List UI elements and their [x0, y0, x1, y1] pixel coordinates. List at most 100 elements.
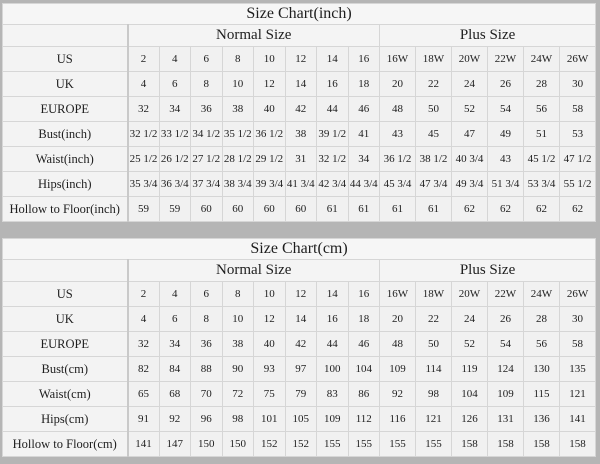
size-cell: 61 [415, 196, 452, 222]
size-cell: 43 [487, 146, 524, 172]
size-cell: 16W [379, 281, 416, 307]
size-cell: 4 [158, 281, 191, 307]
size-cell: 30 [558, 306, 597, 332]
size-cell: 8 [190, 71, 223, 97]
size-cell: 34 [158, 331, 191, 357]
size-cell: 40 [253, 96, 286, 122]
table-row: US 2 4 6 8 10 12 14 16 16W 18W 20W 22W 24W 26W [2, 46, 597, 72]
size-cell: 152 [253, 431, 286, 457]
size-cell: 42 [284, 96, 317, 122]
size-cell: 100 [316, 356, 349, 382]
size-cell: 61 [347, 196, 380, 222]
size-cell: 109 [487, 381, 524, 407]
size-cell: 49 [487, 121, 524, 147]
size-cell: 26W [558, 46, 597, 72]
size-cell: 158 [558, 431, 597, 457]
size-cell: 53 3/4 [523, 171, 560, 197]
size-chart-inch-table: Size Chart(inch) Normal Size Plus Size U… [1, 3, 597, 222]
size-cell: 41 [347, 121, 380, 147]
table-row: Bust(cm) 82 84 88 90 93 97 100 104 109 114 119 124 13… [2, 356, 597, 382]
size-cell: 18 [347, 306, 380, 332]
size-cell: 109 [316, 406, 349, 432]
table-gap [2, 222, 600, 238]
size-cell: 32 1/2 [316, 146, 349, 172]
size-cell: 37 3/4 [190, 171, 223, 197]
size-cell: 58 [558, 331, 597, 357]
size-cell: 46 [347, 331, 380, 357]
row-label: Waist(cm) [2, 381, 129, 407]
size-cell: 141 [558, 406, 597, 432]
size-cell: 45 [415, 121, 452, 147]
size-chart-cm-table: Size Chart(cm) Normal Size Plus Size US 2… [1, 238, 597, 457]
size-cell: 112 [347, 406, 380, 432]
size-cell: 44 [316, 331, 349, 357]
size-cell: 42 3/4 [316, 171, 349, 197]
table-row: Waist(inch) 25 1/2 26 1/2 27 1/2 28 1/2 29 1/… [2, 146, 597, 172]
size-cell: 28 1/2 [221, 146, 254, 172]
table-row: UK 4 6 8 10 12 14 16 18 20 22 24 26 28 30 [2, 71, 597, 97]
size-cell: 34 [347, 146, 380, 172]
size-cell: 91 [127, 406, 160, 432]
size-cell: 6 [158, 306, 191, 332]
size-cell: 59 [127, 196, 160, 222]
size-cell: 62 [451, 196, 488, 222]
size-cell: 39 1/2 [316, 121, 349, 147]
size-cell: 105 [284, 406, 317, 432]
size-cell: 29 1/2 [253, 146, 286, 172]
size-cell: 40 3/4 [451, 146, 488, 172]
size-cell: 31 [284, 146, 317, 172]
size-cell: 124 [487, 356, 524, 382]
size-cell: 131 [487, 406, 524, 432]
size-cell: 10 [253, 46, 286, 72]
table-row: EUROPE 32 34 36 38 40 42 44 46 48 50 52 54 56 58 [2, 331, 597, 357]
size-cell: 150 [221, 431, 254, 457]
size-cell: 22 [415, 71, 452, 97]
size-cell: 12 [253, 306, 286, 332]
size-cell: 92 [379, 381, 416, 407]
size-cell: 10 [253, 281, 286, 307]
row-label: Hips(inch) [2, 171, 129, 197]
size-cell: 16 [347, 281, 380, 307]
size-cell: 4 [127, 71, 160, 97]
size-cell: 54 [487, 96, 524, 122]
size-cell: 14 [284, 306, 317, 332]
size-cell: 34 [158, 96, 191, 122]
size-cell: 158 [523, 431, 560, 457]
size-cell: 115 [523, 381, 560, 407]
size-cell: 121 [558, 381, 597, 407]
size-cell: 16 [347, 46, 380, 72]
size-cell: 38 [221, 331, 254, 357]
size-cell: 155 [415, 431, 452, 457]
size-cell: 45 3/4 [379, 171, 416, 197]
size-cell: 158 [451, 431, 488, 457]
size-cell: 46 [347, 96, 380, 122]
size-cell: 44 [316, 96, 349, 122]
size-cell: 25 1/2 [127, 146, 160, 172]
size-cell: 8 [221, 46, 254, 72]
size-cell: 136 [523, 406, 560, 432]
plus-size-header: Plus Size [378, 259, 597, 282]
size-cell: 16 [316, 306, 349, 332]
size-cell: 114 [415, 356, 452, 382]
table-row: Hollow to Floor(inch) 59 59 60 60 60 60 61 61 61 6… [2, 196, 597, 222]
size-cell: 47 [451, 121, 488, 147]
size-cell: 22W [487, 281, 524, 307]
size-cell: 36 [190, 331, 223, 357]
size-cell: 68 [158, 381, 191, 407]
size-cell: 30 [558, 71, 597, 97]
size-cell: 97 [284, 356, 317, 382]
row-label: Bust(inch) [2, 121, 129, 147]
row-label: Hips(cm) [2, 406, 129, 432]
size-cell: 6 [190, 46, 223, 72]
size-cell: 51 3/4 [487, 171, 524, 197]
size-cell: 14 [284, 71, 317, 97]
size-cell: 51 [523, 121, 560, 147]
size-cell: 38 [221, 96, 254, 122]
size-cell: 62 [487, 196, 524, 222]
size-cell: 155 [347, 431, 380, 457]
size-cell: 121 [415, 406, 452, 432]
size-cell: 79 [284, 381, 317, 407]
table-row: EUROPE 32 34 36 38 40 42 44 46 48 50 52 54 56 58 [2, 96, 597, 122]
size-cell: 119 [451, 356, 488, 382]
size-cell: 28 [523, 71, 560, 97]
